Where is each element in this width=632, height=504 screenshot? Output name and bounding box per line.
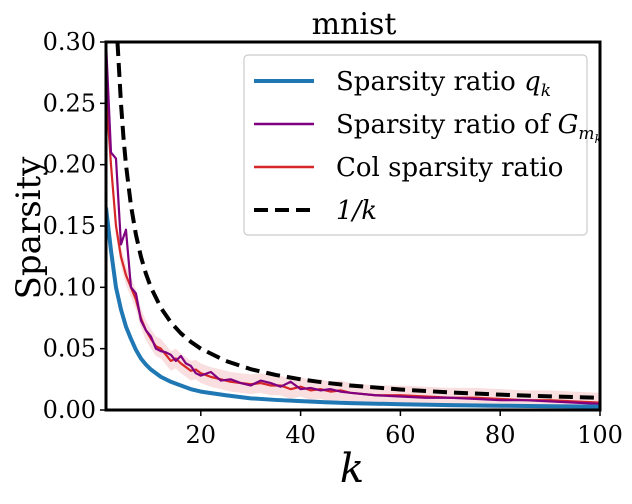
y-tick-label: 0.00 — [43, 396, 96, 424]
y-tick-label: 0.10 — [43, 273, 96, 301]
y-tick-label: 0.05 — [43, 335, 96, 363]
x-tick-label: 20 — [186, 421, 217, 449]
x-tick-label: 40 — [285, 421, 316, 449]
y-tick-label: 0.15 — [43, 212, 96, 240]
y-axis: 0.00 0.05 0.10 0.15 0.20 0.25 0.30 — [43, 28, 106, 424]
chart-title: mnist — [312, 7, 397, 42]
x-axis-label: k — [340, 446, 364, 492]
x-axis: 20 40 60 80 100 — [186, 410, 623, 449]
y-tick-label: 0.25 — [43, 89, 96, 117]
legend: Sparsity ratio qk Sparsity ratio of Gmk Co… — [243, 54, 602, 236]
legend-label-2: Col sparsity ratio — [336, 153, 563, 183]
plot-frame — [104, 40, 602, 412]
series-line-1 — [106, 42, 600, 405]
x-tick-label: 60 — [385, 421, 416, 449]
x-tick-label: 100 — [577, 421, 623, 449]
y-tick-label: 0.30 — [43, 28, 96, 56]
y-axis-label: Sparsity — [9, 156, 49, 300]
x-tick-label: 80 — [485, 421, 516, 449]
legend-label-0: Sparsity ratio qk — [336, 67, 551, 101]
series-line-3 — [115, 42, 600, 400]
legend-box — [243, 54, 588, 236]
plot-area — [106, 42, 600, 410]
legend-label-1: Sparsity ratio of Gmk — [336, 110, 602, 146]
legend-label-3: 1/k — [336, 196, 377, 226]
y-tick-label: 0.20 — [43, 151, 96, 179]
series-line-0 — [106, 207, 600, 409]
